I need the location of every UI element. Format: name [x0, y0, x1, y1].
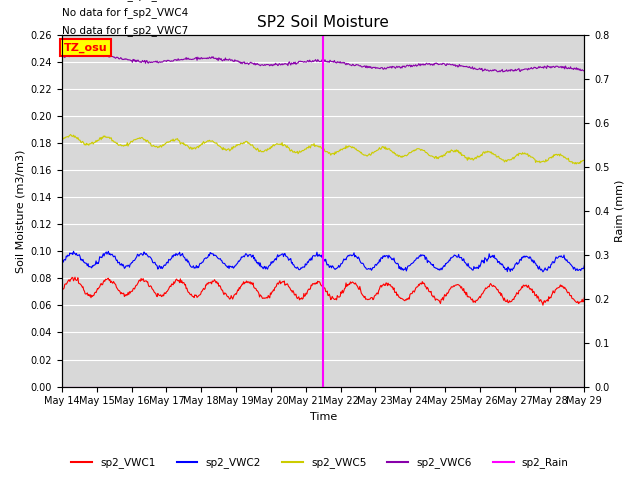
Text: TZ_osu: TZ_osu [63, 42, 108, 53]
X-axis label: Time: Time [310, 412, 337, 422]
Y-axis label: Soil Moisture (m3/m3): Soil Moisture (m3/m3) [15, 149, 25, 273]
Legend: sp2_VWC1, sp2_VWC2, sp2_VWC5, sp2_VWC6, sp2_Rain: sp2_VWC1, sp2_VWC2, sp2_VWC5, sp2_VWC6, … [67, 453, 573, 472]
Title: SP2 Soil Moisture: SP2 Soil Moisture [257, 15, 389, 30]
Y-axis label: Raim (mm): Raim (mm) [615, 180, 625, 242]
Text: No data for f_sp2_VWC7: No data for f_sp2_VWC7 [62, 25, 188, 36]
Text: No data for f_sp2_VWC4: No data for f_sp2_VWC4 [62, 7, 188, 18]
